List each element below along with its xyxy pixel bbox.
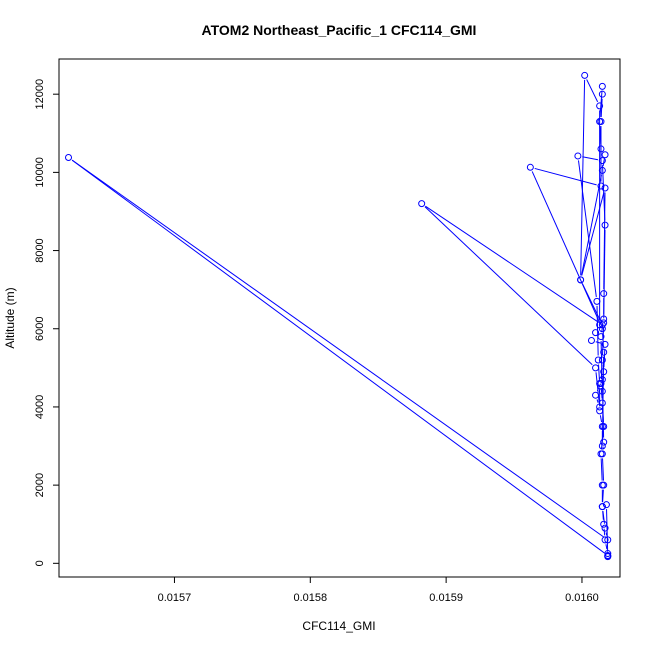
data-point (526, 163, 534, 171)
data-point (594, 356, 602, 364)
data-point (604, 550, 612, 558)
data-point (601, 524, 609, 532)
series-line (71, 79, 609, 554)
data-point (600, 348, 608, 356)
data-point (596, 407, 604, 415)
series-segment (71, 159, 605, 538)
data-point (601, 151, 609, 159)
series-segment (605, 532, 608, 536)
series-segment (599, 415, 603, 423)
x-axis-label: CFC114_GMI (302, 619, 375, 633)
data-point (596, 321, 604, 329)
y-tick-label: 8000 (34, 238, 46, 262)
series-segment (600, 387, 603, 399)
series-segment (534, 167, 597, 186)
data-point (600, 481, 608, 489)
series-segment (586, 79, 599, 103)
series-segment (425, 205, 599, 323)
x-tick-label: 0.0158 (293, 592, 327, 604)
data-point (597, 145, 605, 153)
data-point (592, 364, 600, 372)
data-point (598, 321, 606, 329)
data-point (593, 297, 601, 305)
series-segment (580, 174, 602, 276)
series-segment (603, 528, 606, 536)
series-segment (580, 79, 586, 276)
data-point (604, 552, 612, 560)
series-segment (577, 160, 597, 297)
series-segment (582, 156, 599, 161)
data-point (598, 503, 606, 511)
data-point (601, 184, 609, 192)
series-segment (603, 192, 606, 290)
data-point (581, 71, 589, 79)
x-axis: 0.0157 0.0158 0.0159 0.0160 (158, 576, 599, 604)
x-tick-label: 0.0160 (565, 592, 599, 604)
data-point (601, 221, 609, 229)
data-point (592, 391, 600, 399)
series-segment (602, 458, 605, 481)
data-point (592, 329, 600, 337)
series-segment (600, 341, 603, 387)
y-tick-label: 10000 (34, 157, 46, 188)
series-segment (424, 206, 593, 366)
data-point (598, 157, 606, 165)
series-segment (600, 458, 603, 481)
data-point (602, 501, 610, 509)
data-point (598, 82, 606, 90)
data-point (601, 340, 609, 348)
data-point (598, 387, 606, 395)
data-point (598, 450, 606, 458)
data-point (598, 166, 606, 174)
series-segment (596, 399, 599, 403)
series-segment (595, 341, 601, 344)
series-segment (581, 192, 605, 276)
data-point (598, 90, 606, 98)
series-segment (602, 489, 604, 503)
y-tick-label: 6000 (34, 317, 46, 341)
series-segment (602, 333, 604, 348)
data-point (577, 276, 585, 284)
data-point (600, 368, 608, 376)
data-point (598, 422, 606, 430)
y-tick-label: 2000 (34, 473, 46, 497)
data-point (574, 152, 582, 160)
data-point (600, 290, 608, 298)
series-segment (596, 383, 602, 392)
data-point (604, 536, 612, 544)
data-point (600, 520, 608, 528)
x-tick-label: 0.0159 (429, 592, 463, 604)
y-tick-label: 12000 (34, 79, 46, 110)
data-point (598, 376, 606, 384)
x-tick-label: 0.0157 (158, 592, 192, 604)
series-segment (605, 544, 608, 550)
series-segment (531, 171, 601, 325)
data-point (596, 118, 604, 126)
y-tick-label: 4000 (34, 395, 46, 419)
series-segment (71, 159, 605, 554)
series-points (65, 71, 612, 561)
series-segment (602, 159, 605, 167)
data-point (598, 442, 606, 450)
y-axis-label: Altitude (m) (3, 287, 17, 348)
plot-area-frame (58, 58, 621, 578)
data-point (597, 333, 605, 341)
data-point (587, 336, 595, 344)
y-axis: 0 2000 4000 6000 8000 10000 12000 (34, 79, 60, 566)
data-point (596, 403, 604, 411)
series-segment (582, 283, 601, 322)
data-point (596, 102, 604, 110)
data-point (418, 200, 426, 208)
y-tick-label: 0 (34, 560, 46, 566)
data-point (600, 438, 608, 446)
chart-title: ATOM2 Northeast_Pacific_1 CFC114_GMI (202, 22, 477, 38)
data-point (601, 536, 609, 544)
series-segment (595, 372, 600, 403)
data-point (597, 182, 605, 190)
series-segment (599, 90, 603, 118)
data-point (598, 356, 606, 364)
data-point (65, 154, 73, 162)
